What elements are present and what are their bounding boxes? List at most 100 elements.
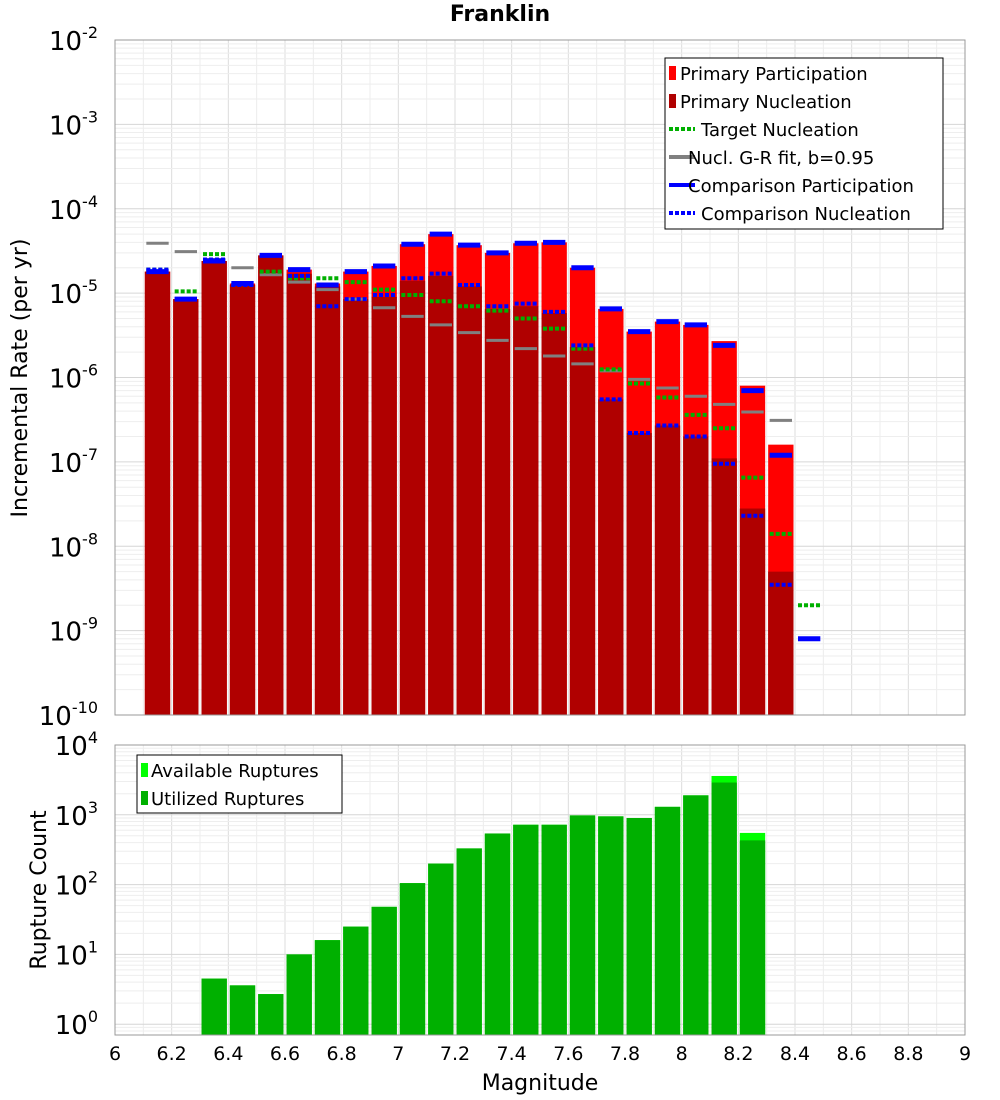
x-tick-label: 7.8	[610, 1043, 640, 1065]
bar-primary-nucleation	[683, 436, 709, 715]
top-y-ticks: 10-10 10-9 10-8 10-7 10-6 10-5 10-4 10-3 10-2	[39, 23, 98, 732]
y-tick-label: 104	[55, 728, 98, 762]
y-tick-label: 10-2	[49, 23, 98, 57]
y-tick-label: 10-5	[49, 276, 98, 310]
legend-label: Available Ruptures	[151, 761, 319, 782]
bar-primary-nucleation	[484, 308, 511, 715]
bar-utilized-ruptures	[484, 833, 511, 1035]
bar-primary-nucleation	[343, 299, 369, 715]
legend-label: Comparison Participation	[688, 176, 914, 197]
bar-utilized-ruptures	[569, 815, 596, 1035]
bar-utilized-ruptures	[428, 863, 454, 1035]
bottom-plot-frame	[114, 744, 966, 1036]
bar-utilized-ruptures	[711, 782, 737, 1035]
legend-label: Primary Nucleation	[680, 92, 852, 113]
bar-primary-nucleation	[569, 346, 596, 715]
bar-utilized-ruptures	[513, 824, 539, 1035]
top-plot-frame	[114, 39, 966, 716]
top-y-axis-label: Incremental Rate (per yr)	[8, 239, 33, 518]
bar-utilized-ruptures	[626, 817, 652, 1035]
x-tick-label: 8.4	[780, 1043, 810, 1065]
y-tick-label: 10-6	[49, 361, 98, 395]
bar-primary-nucleation	[428, 275, 454, 715]
bar-utilized-ruptures	[229, 985, 256, 1035]
x-tick-label: 6.6	[270, 1043, 300, 1065]
y-tick-label: 10-9	[49, 614, 98, 648]
x-tick-label: 7.4	[497, 1043, 527, 1065]
bar-primary-nucleation	[654, 425, 681, 715]
bar-primary-nucleation	[258, 255, 284, 715]
bar-utilized-ruptures	[201, 978, 227, 1035]
x-tick-label: 7.2	[440, 1043, 470, 1065]
top-grid	[114, 39, 966, 716]
y-tick-label: 101	[55, 937, 98, 971]
y-tick-label: 10-8	[49, 529, 98, 563]
bar-primary-nucleation	[286, 273, 312, 715]
legend-swatch	[669, 94, 676, 108]
x-tick-label: 6.2	[157, 1043, 187, 1065]
bar-utilized-ruptures	[683, 795, 709, 1035]
bar-primary-nucleation	[739, 508, 766, 715]
x-tick-label: 6	[109, 1043, 121, 1065]
bar-primary-nucleation	[541, 313, 567, 715]
legend-swatch	[141, 763, 148, 777]
x-tick-label: 8.2	[723, 1043, 753, 1065]
legend-label: Comparison Nucleation	[701, 204, 911, 225]
x-tick-label: 6.4	[213, 1043, 243, 1065]
bar-utilized-ruptures	[314, 940, 341, 1035]
bar-primary-nucleation	[513, 306, 539, 715]
bar-utilized-ruptures	[286, 954, 312, 1035]
bottom-y-ticks: 100 101 102 103 104	[55, 728, 98, 1041]
y-tick-label: 100	[55, 1007, 98, 1041]
bar-primary-nucleation	[144, 271, 171, 715]
bottom-y-axis-label: Rupture Count	[27, 810, 52, 970]
bar-utilized-ruptures	[541, 824, 567, 1035]
x-ticks: 6 6.2 6.4 6.6 6.8 7 7.2 7.4 7.6 7.8 8 8.2 8.4 8.6 8.8 9	[109, 1043, 971, 1065]
x-tick-label: 9	[959, 1043, 971, 1065]
bar-primary-nucleation	[626, 432, 652, 715]
legend-label: Primary Participation	[680, 64, 868, 85]
legend-label: Target Nucleation	[700, 120, 859, 141]
y-tick-label: 10-3	[49, 107, 98, 141]
bar-primary-nucleation	[173, 299, 199, 715]
bar-utilized-ruptures	[258, 994, 284, 1035]
bar-primary-nucleation	[768, 571, 794, 715]
bottom-bars	[201, 775, 766, 1035]
x-tick-label: 8.8	[893, 1043, 923, 1065]
y-tick-label: 10-7	[49, 445, 98, 479]
y-tick-label: 10-4	[49, 192, 98, 226]
x-tick-label: 7	[392, 1043, 404, 1065]
bar-primary-nucleation	[201, 261, 227, 715]
chart-title: Franklin	[449, 2, 551, 27]
top-legend: Primary Participation Primary Nucleation T…	[664, 57, 944, 230]
legend-swatch	[141, 791, 148, 805]
x-tick-label: 6.8	[327, 1043, 357, 1065]
bar-primary-nucleation	[371, 296, 397, 715]
bar-utilized-ruptures	[739, 840, 766, 1035]
bar-primary-nucleation	[314, 286, 341, 715]
legend-label: Utilized Ruptures	[151, 789, 304, 810]
y-tick-label: 10-10	[39, 698, 98, 732]
y-tick-label: 103	[55, 798, 98, 832]
x-tick-label: 8.6	[837, 1043, 867, 1065]
x-tick-label: 7.6	[553, 1043, 583, 1065]
bar-primary-nucleation	[598, 399, 624, 715]
legend-swatch	[669, 66, 676, 80]
bar-primary-nucleation	[456, 286, 482, 715]
bar-primary-nucleation	[711, 458, 737, 715]
bar-utilized-ruptures	[456, 848, 482, 1035]
x-axis-label: Magnitude	[482, 1071, 599, 1096]
bar-utilized-ruptures	[598, 816, 624, 1035]
bar-utilized-ruptures	[371, 906, 397, 1035]
bar-utilized-ruptures	[343, 926, 369, 1035]
top-bars	[144, 234, 794, 716]
bar-primary-nucleation	[229, 284, 256, 715]
bar-utilized-ruptures	[399, 883, 426, 1035]
bar-utilized-ruptures	[654, 806, 681, 1035]
y-tick-label: 102	[55, 868, 98, 902]
bottom-legend: Available Ruptures Utilized Ruptures	[136, 754, 343, 814]
top-lines	[146, 231, 821, 642]
x-tick-label: 8	[676, 1043, 688, 1065]
legend-label: Nucl. G-R fit, b=0.95	[688, 148, 874, 169]
